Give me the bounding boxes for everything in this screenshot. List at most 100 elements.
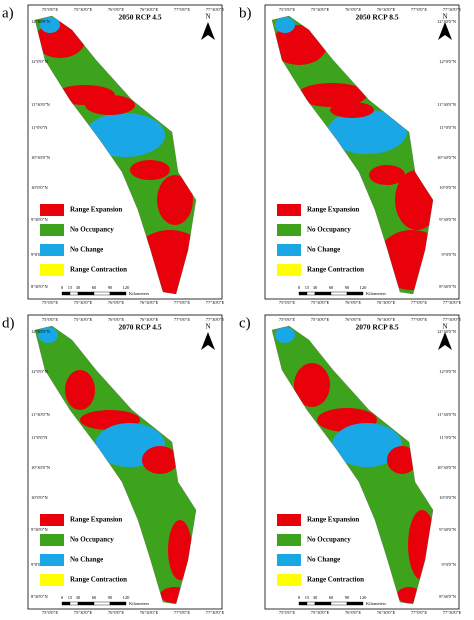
map-patch [275, 17, 295, 33]
longitude-label: 76°30'0"E [140, 610, 159, 615]
map-patch [369, 165, 405, 185]
longitude-label: 75°0'0"E [42, 7, 58, 12]
legend-label: Range Expansion [307, 516, 359, 524]
longitude-label: 76°30'0"E [377, 7, 396, 12]
longitude-label: 75°30'0"E [311, 610, 330, 615]
legend-swatch [40, 224, 64, 236]
scale-tick: 30 [313, 285, 318, 290]
map-patch [168, 520, 192, 580]
north-label: N [205, 323, 210, 331]
legend-swatch [277, 574, 301, 586]
map-panel: d) 2070 RCP 4.5 N 12°30'0"N 12°0'0"N 11°30'0"… [2, 314, 225, 615]
legend-swatch [277, 264, 301, 276]
latitude-label: 12°30'0"N [437, 329, 457, 334]
scale-segment [61, 601, 71, 606]
scale-segment [306, 291, 316, 296]
panel-label: b) [239, 5, 252, 21]
scale-tick: 90 [345, 285, 350, 290]
longitude-label: 77°0'0"E [174, 7, 190, 12]
scale-segment [314, 291, 332, 296]
map-outline [34, 325, 197, 605]
map-outline [271, 15, 434, 295]
longitude-label: 76°30'0"E [377, 300, 396, 305]
map-patch [297, 83, 367, 107]
map-patch [38, 327, 58, 343]
latitude-label: 9°0'0"N [442, 562, 457, 567]
north-arrow [438, 22, 452, 40]
legend-label: No Change [307, 246, 340, 254]
latitude-label: 12°0'0"N [31, 59, 48, 64]
scale-segment [346, 601, 364, 606]
legend-label: Range Contraction [307, 576, 364, 584]
scale-tick: 90 [345, 595, 350, 600]
longitude-label: 76°0'0"E [108, 7, 124, 12]
scale-segment [330, 601, 348, 606]
longitude-label: 76°30'0"E [140, 7, 159, 12]
longitude-label: 75°0'0"E [279, 317, 295, 322]
north-label: N [442, 323, 447, 331]
map-panel: a) 2050 RCP 4.5 N 12°30'0"N 12°0'0"N 11°30'0"… [2, 4, 225, 305]
longitude-label: 75°0'0"E [279, 300, 295, 305]
longitude-label: 75°30'0"E [311, 7, 330, 12]
panel-title: 2050 RCP 4.5 [118, 13, 161, 22]
scale-tick: 0 [61, 595, 64, 600]
latitude-label: 10°0'0"N [31, 495, 48, 500]
longitude-label: 75°30'0"E [74, 317, 93, 322]
legend-label: Range Expansion [70, 206, 122, 214]
longitude-label: 76°30'0"E [377, 610, 396, 615]
longitude-label: 76°0'0"E [345, 300, 361, 305]
longitude-label: 75°0'0"E [279, 610, 295, 615]
scale-tick: 30 [76, 595, 81, 600]
longitude-label: 76°0'0"E [345, 7, 361, 12]
longitude-label: 75°0'0"E [42, 317, 58, 322]
longitude-label: 77°30'0"E [206, 317, 225, 322]
legend-swatch [40, 534, 64, 546]
legend-swatch [277, 554, 301, 566]
legend-label: No Change [70, 556, 103, 564]
longitude-label: 75°0'0"E [279, 7, 295, 12]
longitude-label: 76°0'0"E [345, 610, 361, 615]
legend-label: No Occupancy [307, 536, 351, 544]
latitude-label: 9°0'0"N [31, 252, 46, 257]
map-panel: b) 2050 RCP 8.5 N12°30'0"N 12°0'0"N 11°30'0"… [239, 4, 461, 305]
latitude-label: 11°0'0"N [439, 125, 456, 130]
legend-label: No Occupancy [70, 226, 114, 234]
latitude-label: 9°30'0"N [439, 217, 456, 222]
scale-segment [306, 601, 316, 606]
legend-swatch [277, 514, 301, 526]
map-patch [294, 363, 330, 407]
latitude-label: 8°30'0"N [439, 284, 456, 289]
scale-tick: 0 [61, 285, 64, 290]
legend-swatch [40, 554, 64, 566]
map-panel: c) 2070 RCP 8.5 N12°30'0"N 12°0'0"N 11°30'0"… [239, 314, 462, 615]
longitude-label: 76°30'0"E [140, 300, 159, 305]
legend-label: Range Contraction [307, 266, 364, 274]
longitude-label: 77°30'0"E [206, 300, 225, 305]
north-label: N [442, 13, 447, 21]
latitude-label: 10°0'0"N [439, 185, 456, 190]
longitude-label: 77°30'0"E [443, 317, 462, 322]
legend-swatch [40, 244, 64, 256]
scale-tick: 15 [305, 285, 310, 290]
scale-tick: 60 [92, 595, 97, 600]
north-arrow [201, 332, 215, 350]
map-patch [387, 446, 417, 474]
scale-segment [109, 291, 127, 296]
north-arrow [438, 332, 452, 350]
latitude-label: 10°0'0"N [31, 185, 48, 190]
legend-swatch [277, 204, 301, 216]
latitude-label: 12°30'0"N [437, 19, 457, 24]
north-arrow [201, 22, 215, 40]
scale-segment [77, 601, 95, 606]
scale-segment [93, 291, 111, 296]
longitude-label: 75°30'0"E [74, 7, 93, 12]
legend-label: No Change [307, 556, 340, 564]
longitude-label: 77°30'0"E [443, 610, 462, 615]
panel-label: c) [239, 315, 251, 331]
latitude-label: 11°0'0"N [31, 435, 48, 440]
scale-segment [109, 601, 127, 606]
panel-label: d) [2, 315, 15, 331]
panel-title: 2070 RCP 8.5 [355, 323, 398, 332]
scale-segment [346, 291, 364, 296]
